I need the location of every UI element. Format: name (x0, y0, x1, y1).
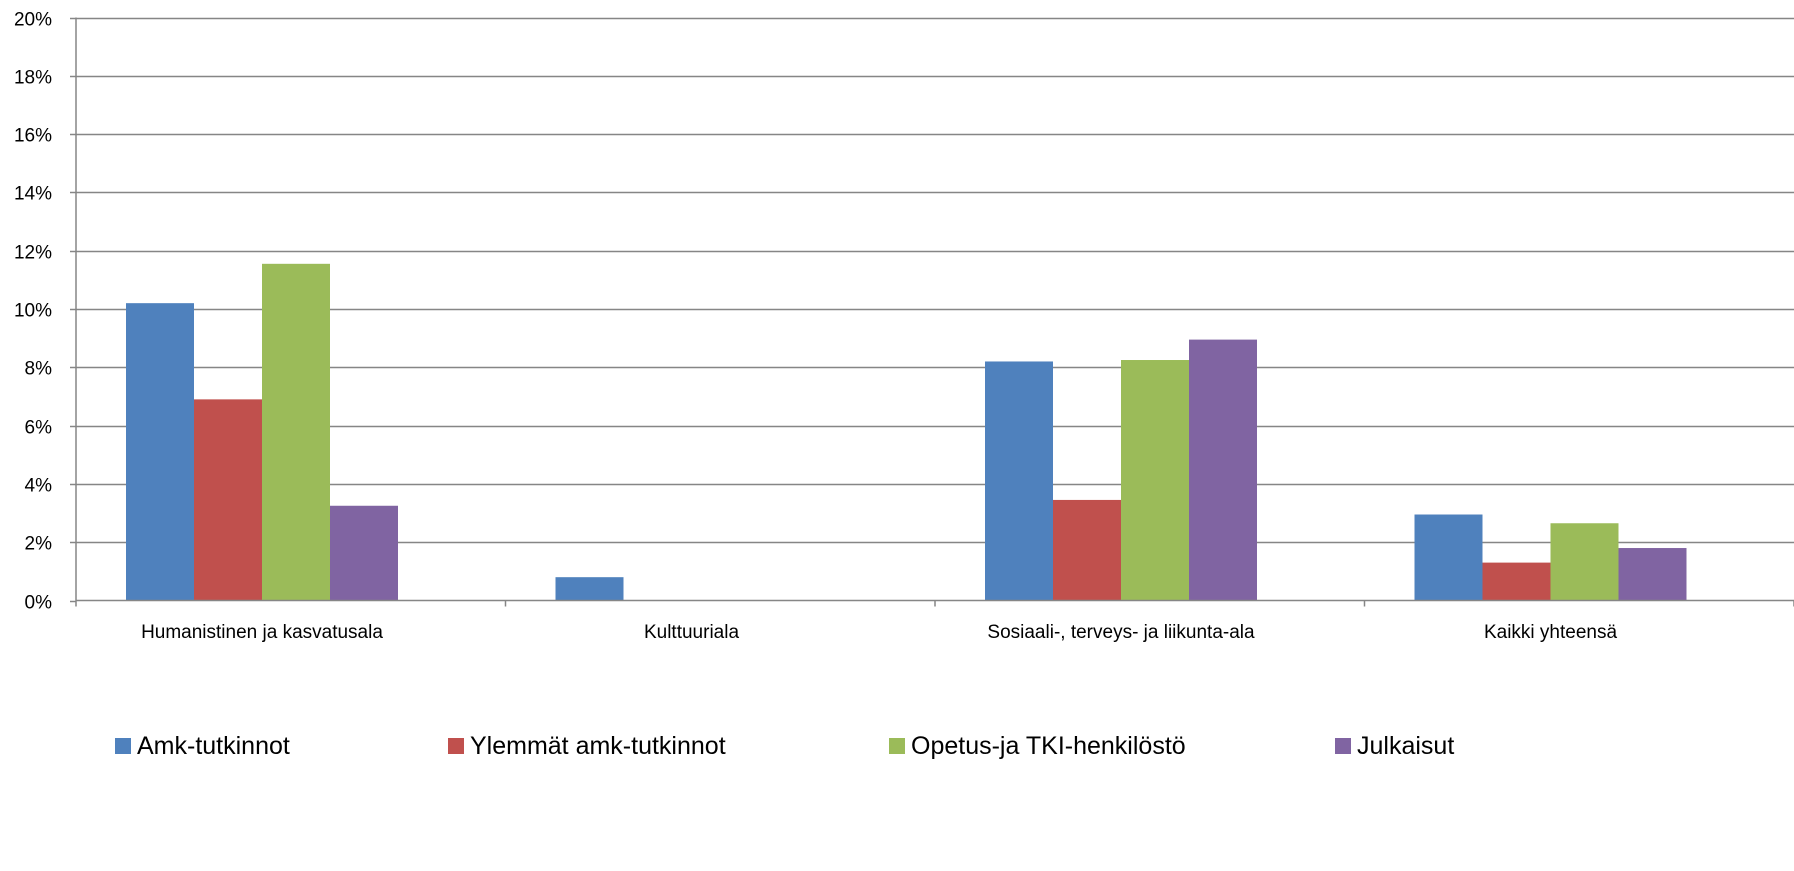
legend-swatch (115, 738, 131, 754)
y-tick-label: 18% (14, 68, 52, 89)
legend-label: Julkaisut (1357, 732, 1454, 760)
bar-amk-tutkinnot-2 (985, 361, 1053, 601)
y-tick-label: 2% (25, 534, 53, 555)
x-axis-category-labels: Humanistinen ja kasvatusala Kulttuuriala S… (141, 622, 1617, 643)
legend: Amk-tutkinnot Ylemmät amk-tutkinnot Opetus… (115, 732, 1454, 760)
y-tick-label: 4% (25, 476, 53, 497)
y-tick-label: 20% (14, 10, 52, 31)
y-axis-tick-labels: 0% 2% 4% 6% 8% 10% 12% 14% 16% 18% 20% (14, 10, 52, 614)
y-tick-label: 0% (25, 593, 53, 614)
bar-ylemm-t-amk-tutkinnot-3 (1482, 562, 1551, 601)
y-tick-label: 8% (25, 359, 53, 380)
category-label: Kulttuuriala (644, 622, 739, 643)
legend-swatch (1335, 738, 1351, 754)
category-label: Kaikki yhteensä (1484, 622, 1618, 643)
bar-julkaisut-3 (1618, 548, 1687, 601)
bar-ylemm-t-amk-tutkinnot-0 (194, 399, 262, 601)
legend-item: Amk-tutkinnot (115, 732, 290, 760)
y-tick-label: 14% (14, 184, 52, 205)
bar-amk-tutkinnot-3 (1414, 514, 1483, 601)
y-tick-label: 6% (25, 418, 53, 439)
legend-item: Opetus-ja TKI-henkilöstö (889, 732, 1186, 760)
y-tick-label: 10% (14, 301, 52, 322)
category-label: Humanistinen ja kasvatusala (141, 622, 383, 643)
legend-swatch (448, 738, 464, 754)
legend-item: Ylemmät amk-tutkinnot (448, 732, 726, 760)
bar-amk-tutkinnot-1 (555, 577, 624, 601)
bar-amk-tutkinnot-0 (126, 303, 194, 601)
bar-opetus-ja-tki-henkil-st--2 (1121, 360, 1189, 601)
bar-opetus-ja-tki-henkil-st--0 (262, 263, 330, 601)
legend-label: Ylemmät amk-tutkinnot (470, 732, 726, 760)
legend-swatch (889, 738, 905, 754)
legend-item: Julkaisut (1335, 732, 1454, 760)
bars (126, 263, 1687, 601)
axes (75, 17, 1794, 607)
y-tick-label: 12% (14, 243, 52, 264)
bar-opetus-ja-tki-henkil-st--3 (1550, 523, 1619, 601)
category-label: Sosiaali-, terveys- ja liikunta-ala (987, 622, 1255, 643)
legend-label: Opetus-ja TKI-henkilöstö (911, 732, 1186, 760)
bar-ylemm-t-amk-tutkinnot-2 (1053, 499, 1121, 601)
y-tick-label: 16% (14, 126, 52, 147)
legend-label: Amk-tutkinnot (137, 732, 290, 760)
bar-julkaisut-2 (1189, 339, 1257, 601)
bar-julkaisut-0 (330, 505, 398, 601)
